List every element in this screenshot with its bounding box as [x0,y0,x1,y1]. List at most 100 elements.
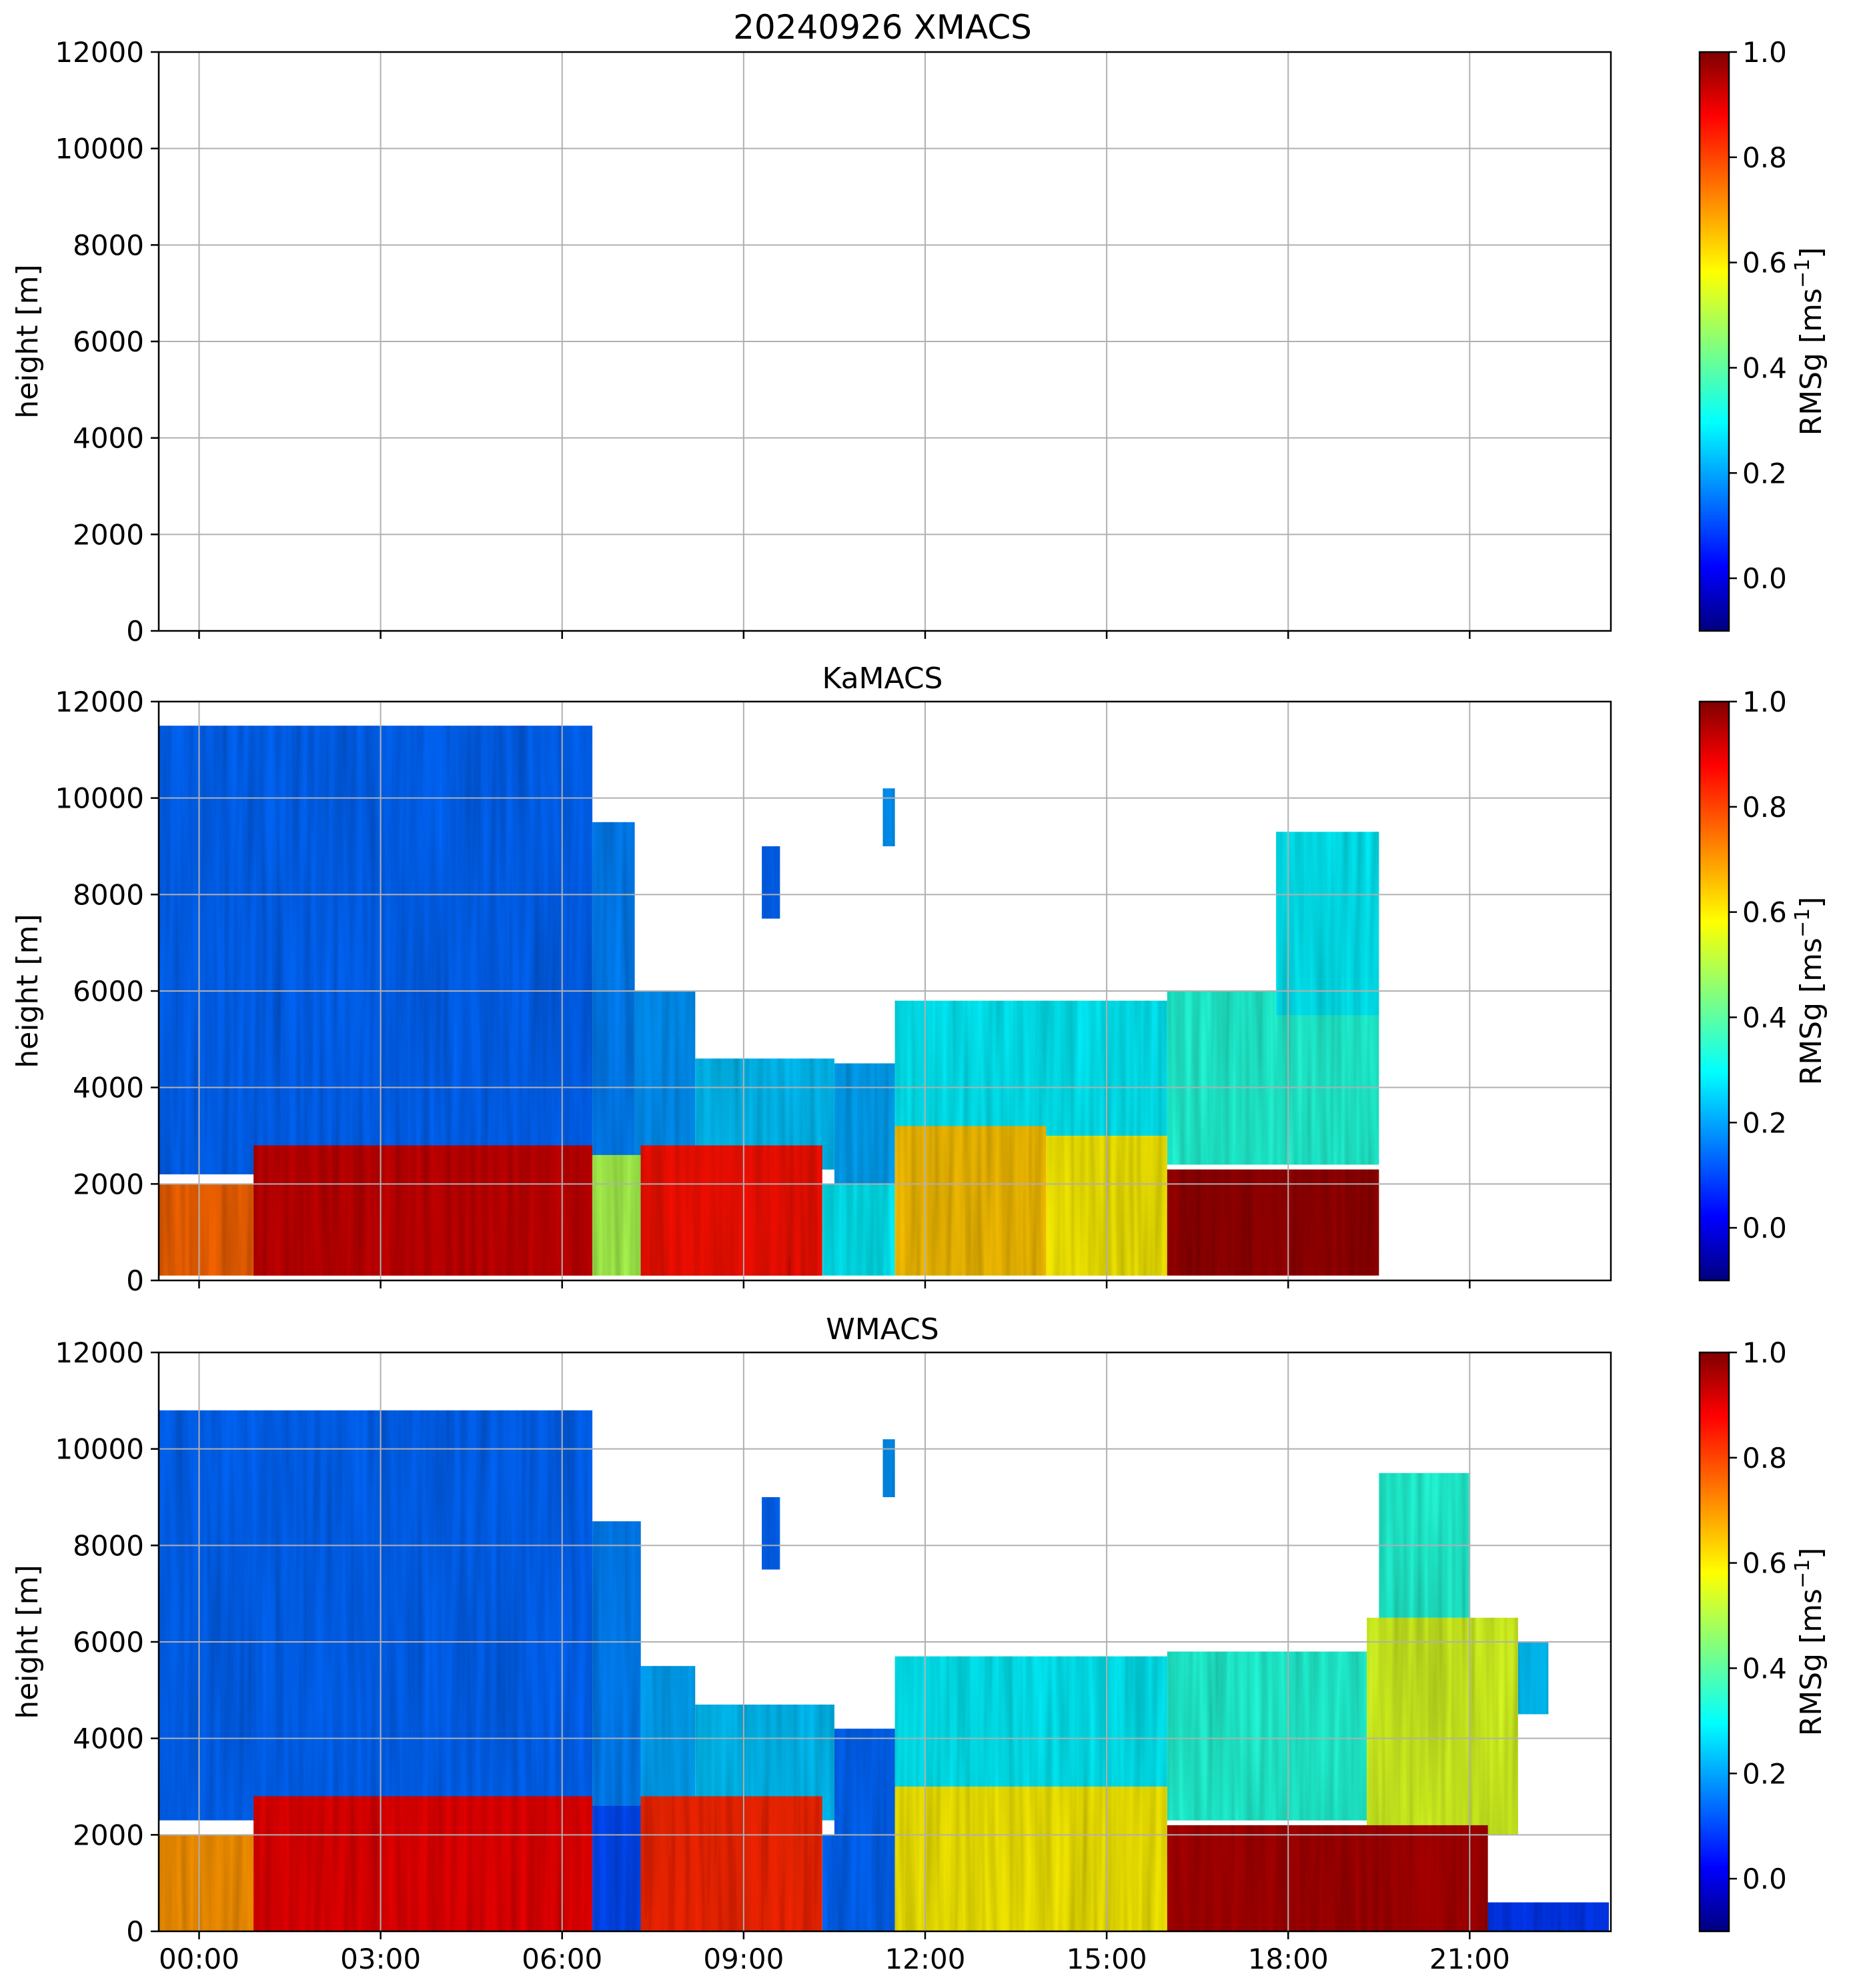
colorbar-tick-label-3: 0.6 [1742,247,1787,279]
grid [159,51,1611,632]
x-tick-label-3: 09:00 [703,1943,784,1975]
panel-kamacs: KaMACS 0 2000 4000 6000 8000 10000 12000 heigh… [11,662,1828,1297]
y-tick-label-1: 2000 [73,518,144,551]
y-tick-label-0: 0 [126,1915,144,1948]
y-axis-label-kamacs: height [m] [11,914,45,1068]
heatmap-region-boundary-9 [592,1154,641,1276]
heatmap-region-cell-15 [762,846,780,919]
colorbar-xmacs: 0.0 0.2 0.4 0.6 0.8 1.0 RMSg [ms−1] [1698,36,1828,632]
colorbar-label-exponent: −1 [1791,908,1814,938]
y-tick-label-1: 2000 [73,1819,144,1851]
y-tick-label-3: 6000 [73,975,144,1008]
colorbar-label-text: RMSg [ms [1794,288,1828,435]
plot-area-wmacs: 0 2000 4000 6000 8000 10000 12000 00:00 03:00 06:… [55,1336,1612,1975]
colorbar-tick-label-0: 0.0 [1742,1863,1787,1895]
heatmap-region-upper-6 [1167,1651,1367,1821]
colorbar-tick-label-4: 0.8 [1742,141,1787,174]
heatmap-region-boundary-16 [1487,1902,1609,1931]
y-tick-label-3: 6000 [73,1626,144,1659]
colorbar-frame [1698,700,1730,1282]
colorbar-label: RMSg [ms−1] [1791,247,1828,436]
colorbar-label-exponent: −1 [1791,259,1814,288]
x-tick-label-2: 06:00 [522,1943,602,1975]
colorbar-tick-label-5: 1.0 [1742,36,1787,69]
heatmap-region-upper-6 [1167,991,1379,1165]
colorbar-frame [1698,51,1730,632]
colorbar-tick-label-1: 0.2 [1742,1757,1787,1790]
y-tick-label-5: 10000 [55,782,144,815]
heatmap-region-upper-5 [894,1656,1167,1787]
heatmap-region-boundary-11 [822,1184,895,1276]
heatmap-region-boundary-14 [894,1787,1167,1931]
y-tick-label-0: 0 [126,615,144,648]
colorbar-tick-label-2: 0.4 [1742,1001,1787,1034]
y-tick-label-2: 4000 [73,1072,144,1104]
x-tick-label-0: 00:00 [159,1943,239,1975]
colorbar-gradient [1700,1352,1729,1931]
colorbar-frame [1698,1351,1730,1933]
colorbar-wmacs: 0.0 0.2 0.4 0.6 0.8 1.0 RMSg [ms−1] [1698,1336,1828,1933]
heatmap-region-boundary-10 [253,1796,593,1931]
heatmap-region-upper-7 [1367,1617,1518,1835]
colorbar-label: RMSg [ms−1] [1791,1548,1828,1737]
y-tick-label-1: 2000 [73,1168,144,1200]
y-axis-label-xmacs: height [m] [11,264,45,418]
x-tick-label-1: 03:00 [340,1943,421,1975]
colorbar-tick-label-0: 0.0 [1742,562,1787,595]
heatmap-region-upper-4 [834,1729,895,1835]
x-tick-label-7: 21:00 [1429,1943,1510,1975]
heatmap-data [158,1410,1609,1931]
y-tick-label-6: 12000 [55,36,144,69]
colorbar-tick-label-0: 0.0 [1742,1212,1787,1244]
colorbar-label-exponent: −1 [1791,1559,1814,1589]
colorbar-label-text: RMSg [ms [1794,938,1828,1085]
colorbar-tick-label-5: 1.0 [1742,686,1787,718]
x-tick-label-5: 15:00 [1067,1943,1147,1975]
y-tick-label-3: 6000 [73,325,144,358]
colorbar-tick-label-1: 0.2 [1742,1106,1787,1139]
colorbar-label-suffix: ] [1794,1548,1828,1559]
x-tick-label-4: 12:00 [884,1943,965,1975]
heatmap-region-cell-16 [882,788,895,846]
heatmap-region-upper-4 [834,1063,895,1184]
colorbar-kamacs: 0.0 0.2 0.4 0.6 0.8 1.0 RMSg [ms−1] [1698,686,1828,1282]
heatmap-region-boundary-14 [1167,1169,1379,1276]
heatmap-region-upper-0 [158,726,593,1174]
plot-area-kamacs: 0 2000 4000 6000 8000 10000 12000 [55,686,1612,1297]
colorbar-tick-label-4: 0.8 [1742,791,1787,824]
heatmap-region-cell-18 [882,1439,895,1497]
panel-title-kamacs: KaMACS [822,662,943,696]
y-tick-label-5: 10000 [55,1433,144,1466]
colorbar-tick-label-1: 0.2 [1742,457,1787,489]
y-tick-label-4: 8000 [73,1529,144,1562]
heatmap-region-boundary-15 [1167,1825,1488,1931]
colorbar-tick-label-2: 0.4 [1742,1652,1787,1685]
heatmap-region-cell-17 [762,1497,780,1570]
colorbar-label-text: RMSg [ms [1794,1589,1828,1736]
heatmap-data [158,726,1379,1276]
colorbar-tick-label-3: 0.6 [1742,1547,1787,1580]
heatmap-region-upper-5 [894,1000,1167,1136]
colorbar-tick-label-4: 0.8 [1742,1442,1787,1474]
heatmap-region-upper-0 [158,1410,593,1821]
y-tick-label-4: 8000 [73,878,144,911]
colorbar-gradient [1700,52,1729,631]
panel-title-wmacs: WMACS [826,1312,939,1346]
figure-title: 20240926 XMACS [733,8,1032,47]
plot-area-xmacs: 0 2000 4000 6000 8000 10000 12000 [55,36,1612,648]
y-tick-label-2: 4000 [73,422,144,455]
colorbar-label-suffix: ] [1794,897,1828,908]
colorbar-label: RMSg [ms−1] [1791,897,1828,1086]
y-tick-label-4: 8000 [73,229,144,261]
panel-wmacs: WMACS 0 2000 4000 6000 8000 10000 12000 00:00 03… [11,1312,1828,1975]
y-tick-label-0: 0 [126,1264,144,1297]
heatmap-region-boundary-10 [640,1145,822,1276]
colorbar-gradient [1700,702,1729,1280]
heatmap-region-upper-8 [1517,1642,1549,1715]
heatmap-region-boundary-12 [894,1126,1047,1276]
heatmap-region-upper-1 [592,1521,641,1811]
y-tick-label-5: 10000 [55,133,144,165]
heatmap-region-boundary-11 [592,1805,641,1931]
colorbar-tick-label-2: 0.4 [1742,351,1787,384]
